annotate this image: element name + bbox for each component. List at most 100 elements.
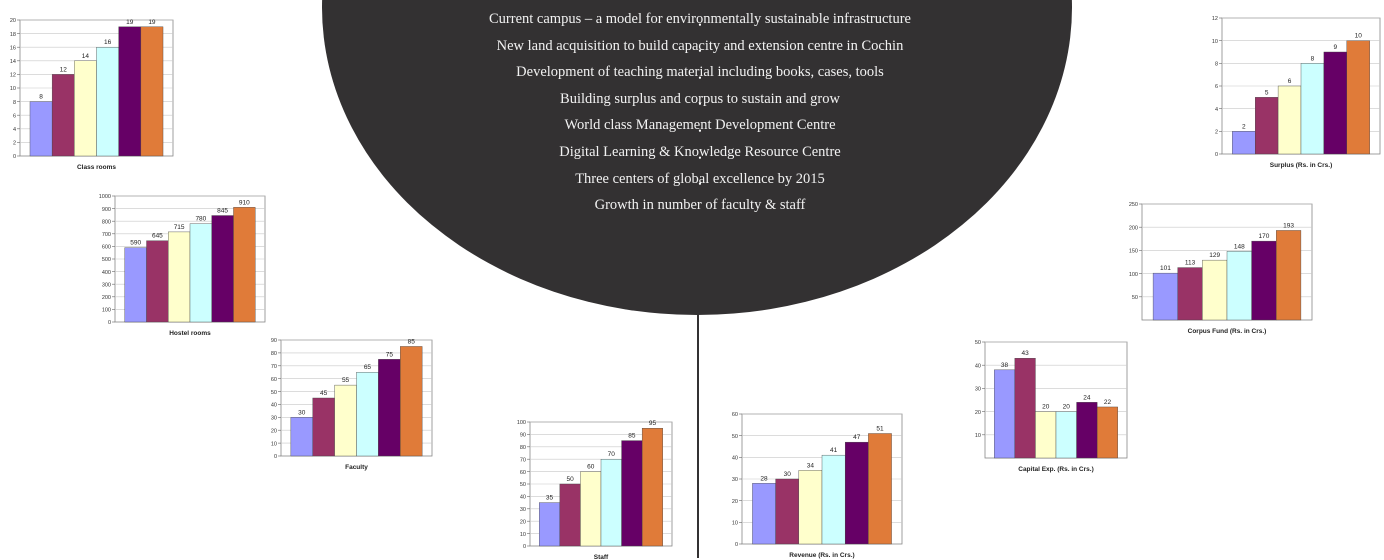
y-tick-label: 0 xyxy=(735,542,738,548)
bar xyxy=(539,502,561,547)
y-tick-label: 50 xyxy=(520,482,526,488)
data-label: 51 xyxy=(876,426,884,433)
data-label: 19 xyxy=(126,19,134,26)
y-tick-label: 100 xyxy=(1129,272,1138,278)
bar xyxy=(168,231,191,323)
chart-title: Corpus Fund (Rs. in Crs.) xyxy=(1188,328,1267,335)
data-label: 715 xyxy=(174,224,185,231)
y-tick-label: 0 xyxy=(1215,152,1218,158)
bar xyxy=(96,47,119,157)
y-tick-label: 80 xyxy=(271,351,277,357)
staff-chart: 0 10 20 30 40 50 60 70 80 90 100 35 50 60 70 85 95 Staff xyxy=(517,420,673,560)
y-tick-label: 14 xyxy=(10,59,16,65)
y-tick-label: 20 xyxy=(271,428,277,434)
bar xyxy=(868,433,892,545)
y-tick-label: 250 xyxy=(1129,202,1138,208)
y-tick-label: 12 xyxy=(1212,16,1218,22)
bar xyxy=(1300,63,1325,155)
data-label: 9 xyxy=(1334,44,1338,51)
bar xyxy=(29,101,53,157)
data-label: 10 xyxy=(1355,33,1363,40)
data-label: 16 xyxy=(104,39,112,46)
data-label: 28 xyxy=(760,475,768,482)
bar xyxy=(844,441,869,545)
data-label: 2 xyxy=(1242,123,1246,130)
y-tick-label: 20 xyxy=(975,410,981,416)
data-label: 910 xyxy=(239,199,250,206)
y-tick-label: 150 xyxy=(1129,249,1138,255)
bar xyxy=(621,440,643,547)
data-label: 19 xyxy=(148,19,156,26)
vertical-divider-line xyxy=(697,300,699,558)
data-label: 101 xyxy=(1160,265,1171,272)
y-tick-label: 50 xyxy=(975,340,981,346)
chart-title: Hostel rooms xyxy=(169,330,211,337)
bar xyxy=(1277,85,1302,155)
data-label: 60 xyxy=(587,464,595,471)
y-tick-label: 70 xyxy=(271,364,277,370)
bar xyxy=(356,372,379,457)
chart-title: Faculty xyxy=(345,464,368,471)
y-tick-label: 0 xyxy=(13,154,16,160)
bar xyxy=(1202,259,1228,321)
y-tick-label: 80 xyxy=(520,445,526,451)
data-label: 845 xyxy=(217,208,228,215)
bar xyxy=(1232,131,1256,155)
bar xyxy=(140,26,164,157)
chart-title: Revenue (Rs. in Crs.) xyxy=(789,552,854,559)
bar xyxy=(1251,240,1277,321)
data-label: 35 xyxy=(546,495,554,502)
data-label: 85 xyxy=(408,338,416,345)
y-tick-label: 40 xyxy=(520,495,526,501)
y-tick-label: 200 xyxy=(1129,225,1138,231)
y-tick-label: 400 xyxy=(102,270,111,276)
data-label: 148 xyxy=(1234,243,1245,250)
capital-exp-chart: 10 20 30 40 50 38 43 20 20 24 22 Capital Exp. (Rs. … xyxy=(975,340,1128,473)
bar xyxy=(1055,411,1077,459)
bar xyxy=(1076,402,1098,459)
y-tick-label: 6 xyxy=(13,113,16,119)
data-label: 85 xyxy=(628,433,636,440)
bar xyxy=(1177,267,1203,321)
bar xyxy=(752,483,776,545)
bar xyxy=(1323,51,1347,155)
bar xyxy=(334,384,357,457)
y-tick-label: 4 xyxy=(1215,107,1218,113)
y-tick-label: 2 xyxy=(13,141,16,147)
y-tick-label: 10 xyxy=(732,521,738,527)
data-label: 75 xyxy=(386,351,394,358)
bar xyxy=(1346,40,1370,155)
data-label: 30 xyxy=(298,409,306,416)
y-tick-label: 20 xyxy=(732,499,738,505)
data-label: 50 xyxy=(567,476,575,483)
data-label: 6 xyxy=(1288,78,1292,85)
bar xyxy=(559,483,581,547)
y-tick-label: 30 xyxy=(732,477,738,483)
y-tick-label: 90 xyxy=(271,338,277,344)
faculty-chart: 0 10 20 30 40 50 60 70 80 90 30 45 55 65 75 85 Faculty xyxy=(271,338,433,471)
initiatives-list: Current campus – a model for environment… xyxy=(430,6,970,219)
data-label: 22 xyxy=(1104,399,1112,406)
y-tick-label: 200 xyxy=(102,295,111,301)
y-tick-label: 40 xyxy=(975,363,981,369)
y-tick-label: 4 xyxy=(13,127,16,133)
y-tick-label: 60 xyxy=(732,412,738,418)
y-tick-label: 0 xyxy=(108,320,111,326)
y-tick-label: 100 xyxy=(102,308,111,314)
data-label: 645 xyxy=(152,233,163,240)
surplus-chart: 0 2 4 6 8 10 12 2 5 6 8 9 10 Surplus (Rs. in Crs.) xyxy=(1212,16,1381,169)
y-tick-label: 16 xyxy=(10,45,16,51)
bar xyxy=(994,369,1016,459)
bar xyxy=(1035,411,1057,459)
data-label: 590 xyxy=(130,240,141,247)
bar xyxy=(211,215,234,323)
y-tick-label: 0 xyxy=(523,544,526,550)
data-label: 8 xyxy=(1311,55,1315,62)
corpus-fund-chart: 50 100 150 200 250 101 113 129 148 170 193 Corpus F… xyxy=(1129,202,1313,335)
data-label: 45 xyxy=(320,390,328,397)
bar xyxy=(51,74,75,157)
y-tick-label: 20 xyxy=(10,18,16,24)
y-tick-label: 60 xyxy=(271,377,277,383)
bar xyxy=(400,346,423,457)
y-tick-label: 2 xyxy=(1215,130,1218,136)
